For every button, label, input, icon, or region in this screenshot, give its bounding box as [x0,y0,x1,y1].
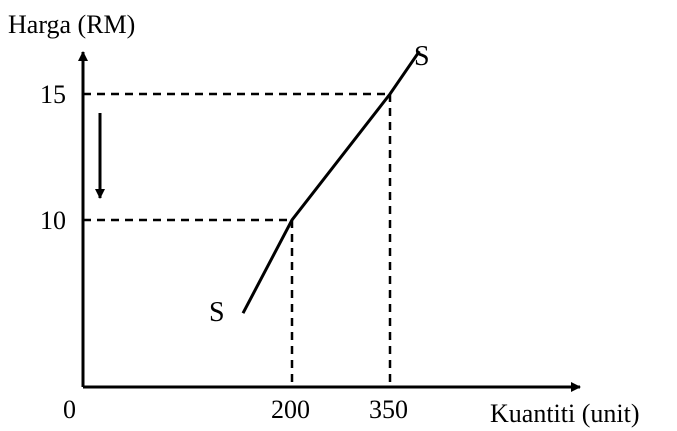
x-tick-label-350: 350 [369,395,408,424]
series-group [241,50,421,314]
x-tick-label-200: 200 [271,395,310,424]
x-axis-label: Kuantiti (unit) [490,399,639,428]
curve-label-top: S [414,41,430,72]
series-line-s [241,50,421,314]
reference-lines [83,92,392,387]
y-axis-label: Harga (RM) [8,10,135,39]
curve-label-bottom: S [209,297,225,328]
origin-label: 0 [63,395,76,424]
y-tick-label-15: 15 [40,80,66,109]
y-tick-label-10: 10 [40,206,66,235]
